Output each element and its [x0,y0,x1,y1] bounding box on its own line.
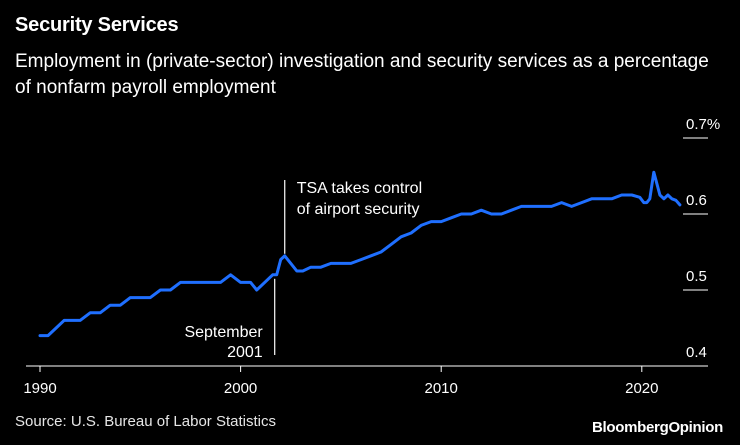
x-axis: 1990 2000 2010 2020 [23,365,708,397]
y-tick-label: 0.5 [686,268,707,285]
source-note: Source: U.S. Bureau of Labor Statistics [15,413,276,430]
y-tick-label: 0.7% [686,116,720,133]
annotation-text-september: September [184,324,263,341]
x-tick-label: 2010 [425,380,458,397]
series-line [38,170,682,338]
x-tick-label: 1990 [23,380,56,397]
annotation-text-tsa: of airport security [297,201,420,218]
y-axis: 0.4 0.5 0.6 0.7% [683,116,720,367]
chart-subtitle: Employment in (private-sector) investiga… [15,51,709,98]
annotation-text-tsa: TSA takes control [297,180,422,197]
x-tick-label: 2020 [625,380,658,397]
series-group [38,170,682,338]
bloomberg-opinion-logo: BloombergOpinion [592,419,723,436]
x-tick-label: 2000 [224,380,257,397]
y-tick-label: 0.6 [686,192,707,209]
annotation-text-september: 2001 [227,344,263,361]
y-tick-label: 0.4 [686,344,707,361]
annotations: TSA takes control of airport security Sept… [184,180,422,361]
chart-title: Security Services [15,14,179,36]
brand-part2: Opinion [668,419,723,436]
brand-part1: Bloomberg [591,419,669,436]
